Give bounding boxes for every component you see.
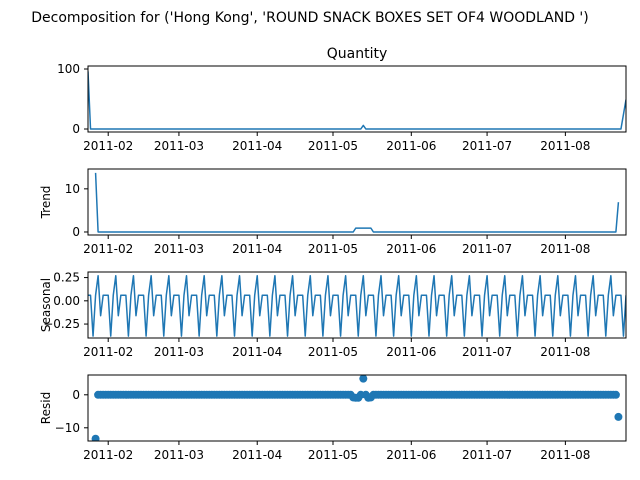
observed-xtick-label: 2011-05 [308,139,358,153]
trend-xtick-label: 2011-08 [540,242,590,256]
observed-ytick-label: 100 [57,62,80,76]
trend-xtick-label: 2011-07 [462,242,512,256]
trend-xtick-label: 2011-05 [308,242,358,256]
resid-xtick-label: 2011-06 [386,448,436,462]
resid-point [91,434,100,441]
seasonal-ytick-label: 0.00 [53,294,80,308]
figure-suptitle: Decomposition for ('Hong Kong', 'ROUND S… [31,10,589,26]
trend-ylabel: Trend [39,186,53,220]
seasonal-line [88,274,626,337]
resid-xtick-label: 2011-03 [154,448,204,462]
seasonal-xtick-label: 2011-04 [232,345,282,359]
resid-ylabel: Resid [39,392,53,424]
observed-xtick-label: 2011-07 [462,139,512,153]
trend-data [94,172,620,233]
seasonal-ytick-label: 0.25 [53,271,80,285]
observed-line [88,71,626,130]
seasonal-data [88,274,626,337]
observed-title: Quantity [327,46,388,62]
resid-ytick-label: −10 [55,421,80,435]
resid-axes-frame [87,374,627,442]
seasonal-xtick-label: 2011-08 [540,345,590,359]
observed-ytick-label: 0 [72,122,80,136]
resid-point [614,412,623,421]
observed-xtick-label: 2011-03 [154,139,204,153]
seasonal-xtick-label: 2011-02 [83,345,133,359]
trend-axes-frame [87,168,627,236]
trend-xtick-label: 2011-04 [232,242,282,256]
seasonal-ytick-label: −0.25 [43,317,80,331]
resid-xtick-label: 2011-04 [232,448,282,462]
trend-ytick-label: 0 [72,225,80,239]
resid-xtick-label: 2011-02 [83,448,133,462]
panel-trend: Trend 0 10 2011-02 2011-03 2011-04 2011-05 2011… [39,168,627,256]
observed-xtick-label: 2011-08 [540,139,590,153]
seasonal-xtick-label: 2011-05 [308,345,358,359]
resid-xtick-label: 2011-07 [462,448,512,462]
resid-point [611,390,620,399]
resid-xtick-label: 2011-05 [308,448,358,462]
observed-axes-frame [87,65,627,133]
trend-xtick-label: 2011-03 [154,242,204,256]
observed-xtick-label: 2011-06 [386,139,436,153]
seasonal-xtick-label: 2011-07 [462,345,512,359]
trend-ytick-label: 10 [65,182,80,196]
panel-observed: Quantity 0 100 2011-02 2011-03 2011-04 2011-05… [57,46,627,153]
seasonal-xtick-label: 2011-03 [154,345,204,359]
resid-data [91,375,623,441]
resid-point [354,393,363,402]
resid-point [359,375,368,383]
trend-xtick-label: 2011-02 [83,242,133,256]
resid-point [366,393,375,402]
resid-ytick-label: 0 [72,388,80,402]
seasonal-axes-frame [87,271,627,339]
trend-line [94,172,620,233]
observed-data [88,71,626,130]
observed-xtick-label: 2011-04 [232,139,282,153]
observed-xtick-label: 2011-02 [83,139,133,153]
trend-xtick-label: 2011-06 [386,242,436,256]
seasonal-ylabel: Seasonal [39,278,53,332]
seasonal-xtick-label: 2011-06 [386,345,436,359]
resid-xtick-label: 2011-08 [540,448,590,462]
